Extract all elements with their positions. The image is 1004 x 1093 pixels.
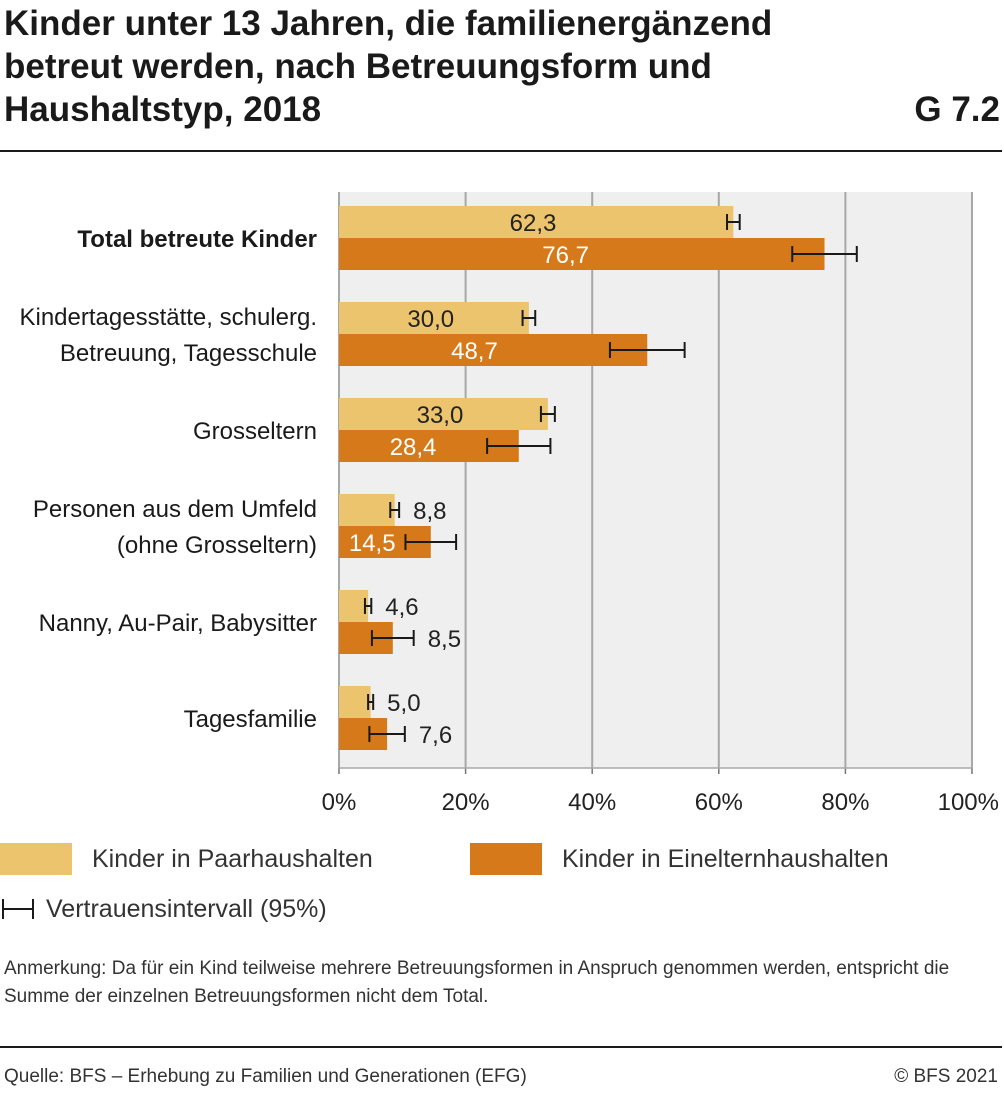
copyright-text: © BFS 2021 bbox=[894, 1066, 998, 1087]
data-label: 30,0 bbox=[407, 306, 454, 333]
x-tick-label: 40% bbox=[568, 789, 616, 816]
data-label: 7,6 bbox=[419, 722, 452, 749]
x-tick-label: 80% bbox=[821, 789, 869, 816]
footer-rule bbox=[0, 1046, 1002, 1048]
data-label: 4,6 bbox=[385, 594, 418, 621]
data-label: 14,5 bbox=[349, 530, 396, 557]
chart-note: Anmerkung: Da für ein Kind teilweise meh… bbox=[4, 958, 950, 1007]
chart-title: Kinder unter 13 Jahren, die familienergä… bbox=[4, 2, 884, 131]
bar-paarhaushalte bbox=[339, 398, 548, 430]
chart-title-line: Kinder unter 13 Jahren, die familienergä… bbox=[4, 4, 773, 43]
bar-chart: 0% 20% 40% 60% 80% 100% Total betreute Kinder 6… bbox=[19, 192, 999, 816]
data-label: 28,4 bbox=[390, 434, 437, 461]
category-label: Tagesfamilie bbox=[184, 706, 317, 733]
legend-label-einelternhaushalte: Kinder in Einelternhaushalten bbox=[562, 844, 889, 873]
bar-paarhaushalte bbox=[339, 686, 371, 718]
data-label: 33,0 bbox=[417, 402, 464, 429]
bar-einelternhaushalte bbox=[339, 334, 648, 366]
x-tick-label: 100% bbox=[938, 789, 999, 816]
bar-paarhaushalte bbox=[339, 206, 734, 238]
category-label: Personen aus dem Umfeld bbox=[33, 496, 317, 523]
legend-item-einelternhaushalte: Kinder in Einelternhaushalten bbox=[470, 843, 889, 875]
title-rule bbox=[0, 150, 1002, 152]
chart-title-line: betreut werden, nach Betreuungsform und bbox=[4, 47, 712, 86]
legend-swatch-einelternhaushalte bbox=[470, 843, 542, 875]
x-tick-label: 20% bbox=[442, 789, 490, 816]
data-label: 62,3 bbox=[510, 210, 557, 237]
bar-paarhaushalte bbox=[339, 302, 529, 334]
legend-label-paarhaushalte: Kinder in Paarhaushalten bbox=[92, 844, 373, 873]
data-label: 8,8 bbox=[413, 498, 446, 525]
data-label: 8,5 bbox=[428, 626, 461, 653]
source-text: Quelle: BFS – Erhebung zu Familien und G… bbox=[4, 1066, 527, 1087]
category-label: Grosseltern bbox=[193, 418, 317, 445]
category-label: (ohne Grosseltern) bbox=[117, 532, 317, 559]
data-label: 76,7 bbox=[542, 242, 589, 269]
bar-paarhaushalte bbox=[339, 494, 395, 526]
bar-einelternhaushalte bbox=[339, 238, 825, 270]
legend-item-paarhaushalte: Kinder in Paarhaushalten bbox=[0, 843, 373, 875]
data-label: 48,7 bbox=[451, 338, 498, 365]
data-label: 5,0 bbox=[387, 690, 420, 717]
bar-paarhaushalte bbox=[339, 590, 369, 622]
ci-whisker-icon bbox=[2, 899, 34, 919]
legend-swatch-paarhaushalte bbox=[0, 843, 72, 875]
plot-area bbox=[339, 192, 972, 768]
category-label: Total betreute Kinder bbox=[77, 226, 317, 253]
legend-label-ci: Vertrauensintervall (95%) bbox=[46, 894, 327, 923]
chart-title-line: Haushaltstyp, 2018 bbox=[4, 90, 322, 129]
category-label: Betreuung, Tagesschule bbox=[60, 340, 317, 367]
legend-item-ci: Vertrauensintervall (95%) bbox=[0, 893, 327, 925]
chart-code: G 7.2 bbox=[914, 90, 1000, 129]
category-label: Nanny, Au-Pair, Babysitter bbox=[39, 610, 317, 637]
x-tick-label: 60% bbox=[695, 789, 743, 816]
category-label: Kindertagesstätte, schulerg. bbox=[19, 304, 317, 331]
x-tick-label: 0% bbox=[322, 789, 357, 816]
